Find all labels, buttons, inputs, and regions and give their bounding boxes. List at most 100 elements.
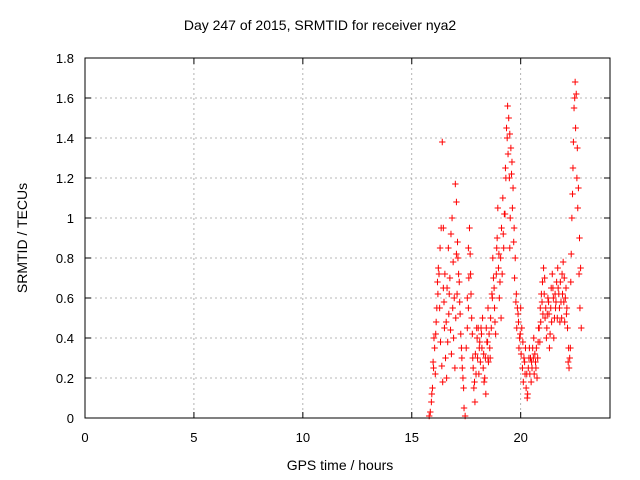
data-point (453, 198, 460, 206)
data-point (562, 294, 569, 302)
data-point (459, 374, 467, 382)
data-point (438, 362, 446, 370)
data-point (522, 384, 530, 392)
data-point (444, 338, 451, 346)
data-point (517, 350, 525, 358)
data-point (482, 390, 490, 398)
data-point (464, 294, 471, 302)
data-point (499, 194, 507, 202)
data-point (480, 350, 487, 358)
data-point (546, 330, 554, 338)
data-point (569, 190, 576, 198)
data-point (452, 180, 459, 188)
data-point (566, 354, 573, 362)
data-point (576, 304, 584, 312)
data-point (543, 324, 551, 332)
data-point (559, 258, 567, 266)
data-point (448, 214, 456, 222)
y-tick-label: 1 (67, 211, 74, 226)
data-point (475, 370, 483, 378)
data-point (568, 214, 576, 222)
data-point (496, 278, 504, 286)
data-point (536, 338, 544, 346)
data-point (494, 204, 502, 212)
data-point (558, 314, 565, 322)
data-point (514, 310, 522, 318)
data-point (439, 138, 446, 146)
data-point (563, 310, 570, 318)
data-point (510, 238, 517, 246)
data-point (498, 224, 505, 232)
data-point (574, 204, 581, 212)
data-point (534, 354, 541, 362)
data-point (552, 298, 560, 306)
data-point (530, 370, 538, 378)
data-point (442, 318, 450, 326)
data-point (443, 374, 450, 382)
data-point (466, 250, 474, 258)
data-point (554, 284, 562, 292)
data-point (465, 244, 472, 252)
data-point (512, 254, 519, 262)
data-point (573, 90, 580, 98)
data-point (562, 284, 570, 292)
data-point (432, 370, 439, 378)
data-point (451, 364, 459, 372)
data-point (503, 124, 510, 132)
data-point (431, 344, 438, 352)
data-point (493, 270, 500, 278)
data-point (516, 334, 523, 342)
data-point (556, 304, 563, 312)
data-point (575, 184, 582, 192)
data-point (546, 344, 553, 352)
grid-lines (85, 58, 610, 418)
data-point (570, 138, 577, 146)
data-point (458, 354, 466, 362)
data-point (436, 244, 444, 252)
data-point (455, 270, 462, 278)
data-point (464, 324, 471, 332)
data-point (539, 278, 546, 286)
data-point (441, 324, 448, 332)
data-point (469, 330, 476, 338)
data-point (447, 326, 454, 334)
axis-ticks: 0 0.2 0.4 0.6 0.8 1 1.2 1.4 1.6 1.8 0 5 10 15 20 (56, 51, 610, 445)
data-point (545, 298, 552, 306)
data-point (497, 254, 504, 262)
y-tick-label: 0 (67, 411, 74, 426)
data-point (521, 358, 528, 366)
data-point (440, 224, 447, 232)
data-point (565, 364, 573, 372)
data-point (480, 378, 488, 386)
data-point (531, 350, 539, 358)
y-tick-label: 1.4 (56, 131, 74, 146)
data-point (446, 274, 454, 282)
data-point (481, 374, 488, 382)
data-point (574, 144, 581, 152)
data-point (506, 130, 513, 138)
data-point (451, 294, 458, 302)
data-point (502, 164, 509, 172)
data-point (457, 330, 464, 338)
data-point (447, 230, 455, 238)
data-point (469, 364, 477, 372)
data-point (495, 250, 503, 258)
data-point (578, 324, 585, 332)
data-point (454, 254, 462, 262)
data-point (503, 134, 511, 142)
data-point (571, 94, 578, 102)
data-point (484, 338, 491, 346)
data-point (508, 170, 515, 178)
data-point (504, 102, 511, 110)
data-point (484, 304, 492, 312)
x-axis-label: GPS time / hours (286, 457, 394, 473)
data-point (532, 358, 539, 366)
data-point (519, 364, 526, 372)
data-point (478, 330, 485, 338)
data-point (493, 234, 501, 242)
data-point (564, 358, 572, 366)
data-point (467, 270, 474, 278)
data-point (573, 174, 581, 182)
data-point (513, 290, 520, 298)
data-point (477, 358, 484, 366)
